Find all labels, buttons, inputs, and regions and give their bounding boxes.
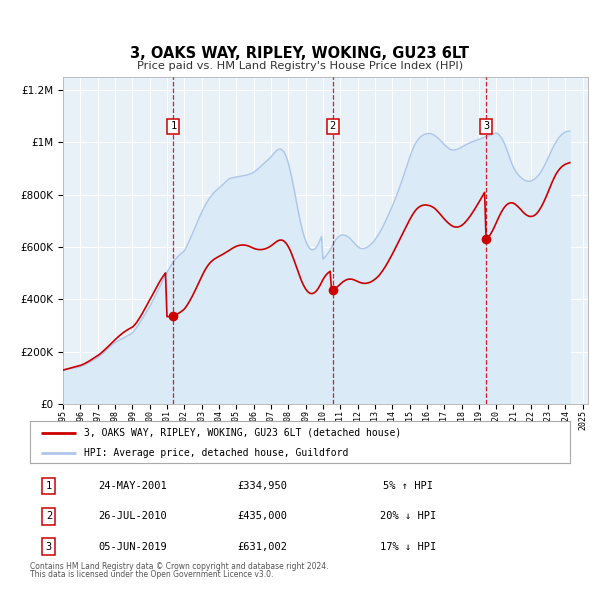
Text: 1: 1 [170,122,176,132]
Text: 5% ↑ HPI: 5% ↑ HPI [383,481,433,491]
Text: 3: 3 [483,122,489,132]
Text: 17% ↓ HPI: 17% ↓ HPI [380,542,436,552]
Text: This data is licensed under the Open Government Licence v3.0.: This data is licensed under the Open Gov… [30,571,274,579]
Text: 2: 2 [46,512,52,522]
Text: 3, OAKS WAY, RIPLEY, WOKING, GU23 6LT: 3, OAKS WAY, RIPLEY, WOKING, GU23 6LT [131,46,470,61]
Text: HPI: Average price, detached house, Guildford: HPI: Average price, detached house, Guil… [84,448,349,457]
Text: £631,002: £631,002 [237,542,287,552]
Text: £334,950: £334,950 [237,481,287,491]
Text: 05-JUN-2019: 05-JUN-2019 [98,542,167,552]
Text: 3: 3 [46,542,52,552]
Text: 1: 1 [46,481,52,491]
Text: Contains HM Land Registry data © Crown copyright and database right 2024.: Contains HM Land Registry data © Crown c… [30,562,329,571]
Text: 2: 2 [329,122,336,132]
Text: 26-JUL-2010: 26-JUL-2010 [98,512,167,522]
Text: 20% ↓ HPI: 20% ↓ HPI [380,512,436,522]
Text: £435,000: £435,000 [237,512,287,522]
Text: 3, OAKS WAY, RIPLEY, WOKING, GU23 6LT (detached house): 3, OAKS WAY, RIPLEY, WOKING, GU23 6LT (d… [84,428,401,438]
Text: 24-MAY-2001: 24-MAY-2001 [98,481,167,491]
Text: Price paid vs. HM Land Registry's House Price Index (HPI): Price paid vs. HM Land Registry's House … [137,61,463,71]
